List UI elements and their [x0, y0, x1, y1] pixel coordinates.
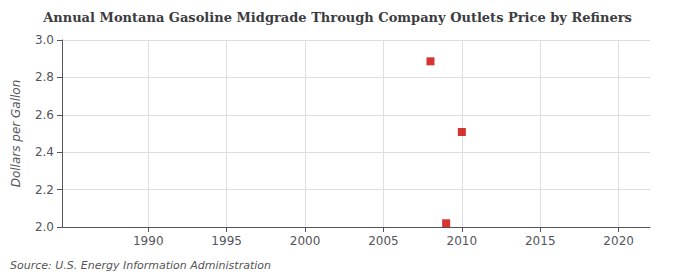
- svg-text:2005: 2005: [368, 234, 399, 248]
- svg-text:Annual Montana Gasoline Midgra: Annual Montana Gasoline Midgrade Through…: [42, 10, 632, 25]
- svg-text:2000: 2000: [290, 234, 321, 248]
- svg-text:2.8: 2.8: [35, 70, 54, 84]
- svg-text:Dollars per Gallon: Dollars per Gallon: [9, 80, 23, 188]
- svg-text:1990: 1990: [133, 234, 164, 248]
- svg-text:2020: 2020: [603, 234, 634, 248]
- svg-text:3.0: 3.0: [35, 33, 54, 47]
- svg-text:Source: U.S. Energy Informatio: Source: U.S. Energy Information Administ…: [10, 259, 271, 272]
- svg-text:2.4: 2.4: [35, 145, 54, 159]
- svg-text:2.6: 2.6: [35, 108, 54, 122]
- svg-text:2.0: 2.0: [35, 220, 54, 234]
- svg-text:2015: 2015: [525, 234, 556, 248]
- svg-text:1995: 1995: [211, 234, 242, 248]
- svg-text:2.2: 2.2: [35, 183, 54, 197]
- svg-text:2010: 2010: [447, 234, 478, 248]
